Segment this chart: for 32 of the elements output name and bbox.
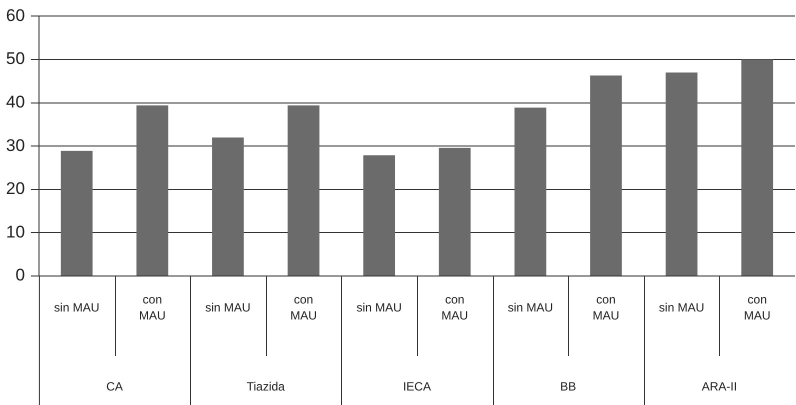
y-tick-label: 50: [6, 49, 25, 68]
bar: [514, 108, 546, 276]
x-tick-label: sin MAU: [205, 300, 251, 314]
y-tick-label: 0: [15, 266, 25, 285]
bar: [212, 137, 244, 276]
x-tick-label: sin MAU: [54, 300, 100, 314]
y-tick-label: 60: [6, 6, 25, 25]
bar: [363, 155, 396, 276]
bar: [741, 60, 774, 276]
y-tick-label: 10: [6, 222, 25, 242]
text: ARA-II: [702, 379, 738, 394]
bar: [60, 150, 93, 276]
x-tick-label: con MAU: [592, 292, 620, 322]
x-tick-label: sin MAU: [658, 300, 704, 314]
text: CA: [106, 379, 123, 394]
x-tick-label: con MAU: [744, 292, 771, 322]
y-tick-label: 30: [6, 136, 25, 155]
text: IECA: [402, 379, 431, 394]
bar: [288, 105, 320, 276]
x-tick-label: sin MAU: [508, 300, 554, 314]
text: BB: [560, 379, 576, 394]
x-tick-label: con MAU: [290, 292, 317, 322]
x-tick-label: con MAU: [138, 292, 166, 322]
y-tick-label: 20: [6, 179, 25, 198]
bar: [590, 76, 622, 276]
x-tick-label: con MAU: [441, 292, 468, 322]
bar: [666, 72, 698, 276]
bar: [136, 105, 168, 276]
text: Tiazida: [246, 379, 286, 394]
bar: [438, 148, 471, 276]
x-tick-label: sin MAU: [356, 300, 402, 314]
y-tick-label: 40: [6, 92, 25, 112]
